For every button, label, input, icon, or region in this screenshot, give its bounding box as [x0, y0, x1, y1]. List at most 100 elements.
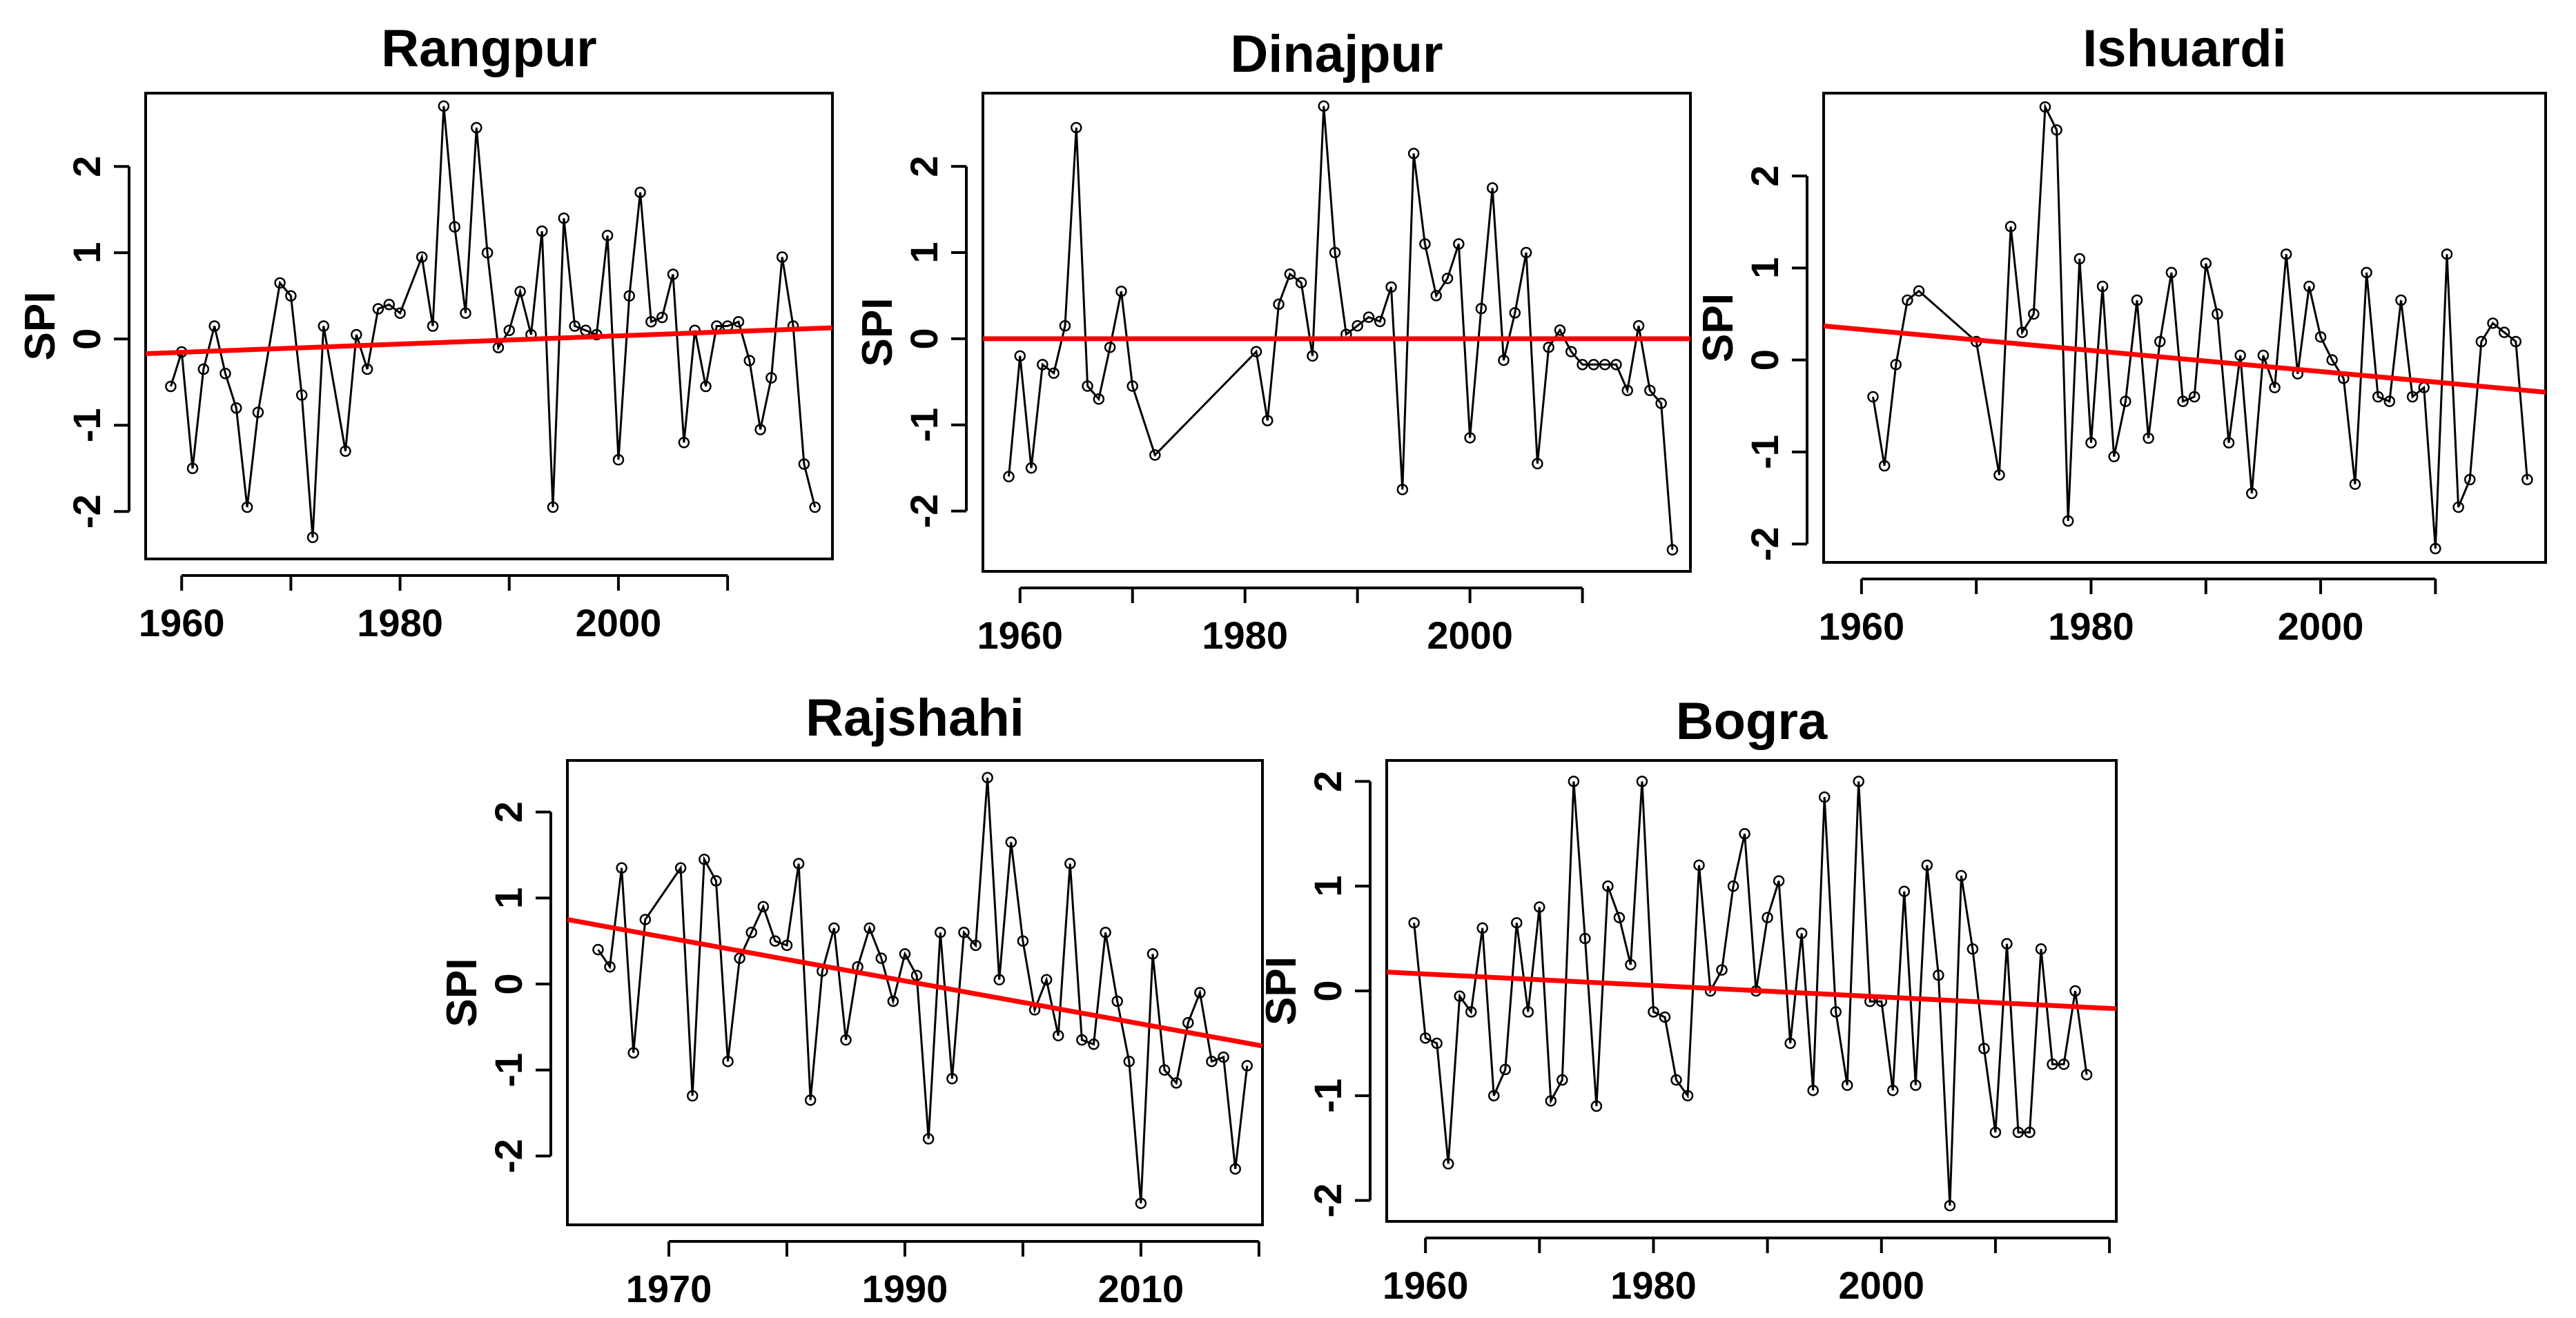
rangpur-x-tick-label: 2000 — [576, 601, 662, 645]
rangpur-data-point — [318, 320, 330, 332]
dinajpur-data-point — [1104, 342, 1116, 353]
bogra-data-point — [1534, 901, 1545, 913]
dinajpur-y-tick-label: 2 — [902, 156, 946, 177]
bogra-data-point — [1613, 912, 1626, 923]
rajshahi-data-point — [1229, 1163, 1241, 1175]
dinajpur-data-point — [1430, 290, 1442, 302]
ishuardi-data-point — [1902, 294, 1913, 306]
rajshahi-data-point — [734, 952, 745, 964]
rangpur-data-point — [295, 389, 308, 401]
dinajpur-y-tick-label: 1 — [902, 242, 946, 263]
rajshahi-data-point — [840, 1034, 852, 1046]
bogra-data-point — [1921, 859, 1933, 872]
ishuardi-data-point — [2475, 335, 2488, 348]
rajshahi-data-point — [1135, 1197, 1147, 1210]
bogra-data-point — [1465, 1006, 1477, 1018]
dinajpur-data-point — [1520, 246, 1532, 259]
bogra-data-point — [1955, 869, 1967, 882]
dinajpur-x-tick-label: 1960 — [977, 613, 1063, 657]
bogra-data-point — [1590, 1100, 1603, 1112]
rajshahi-x-tick-label: 1970 — [626, 1267, 712, 1310]
rangpur-x-tick-label: 1980 — [357, 601, 443, 645]
rangpur-data-point — [252, 406, 264, 418]
rangpur-data-point — [656, 311, 668, 324]
dinajpur-y-tick-label: -2 — [902, 494, 946, 529]
rajshahi-data-point — [757, 901, 770, 913]
rajshahi-data-point — [935, 927, 946, 938]
rajshahi-data-point — [627, 1047, 639, 1059]
ishuardi-data-point — [2257, 349, 2270, 362]
rajshahi-plot-frame — [566, 759, 1264, 1226]
bogra-data-point — [1910, 1079, 1922, 1091]
ishuardi-data-point — [2395, 294, 2407, 306]
rangpur-data-point — [569, 320, 580, 332]
dinajpur-data-point — [1307, 350, 1318, 362]
rajshahi-data-point — [1170, 1077, 1182, 1089]
dinajpur-data-point — [1048, 367, 1060, 380]
bogra-y-tick-label: 0 — [1306, 980, 1349, 1001]
bogra-data-point — [1568, 776, 1580, 787]
bogra-data-point — [1898, 885, 1911, 898]
ishuardi-data-point — [2246, 487, 2258, 500]
rangpur-data-point — [765, 372, 777, 384]
rajshahi-data-point — [616, 862, 627, 874]
dinajpur-data-point — [1464, 432, 1476, 444]
bogra-data-point — [1431, 1037, 1443, 1050]
bogra-data-point — [1670, 1074, 1682, 1086]
rajshahi-data-point — [1206, 1055, 1218, 1068]
rangpur-data-point — [776, 251, 788, 263]
rangpur-data-point — [809, 501, 821, 513]
bogra-data-point — [1716, 964, 1728, 976]
bogra-data-point — [1454, 990, 1465, 1002]
bogra-data-point — [1625, 958, 1637, 971]
rangpur-y-tick-label: -1 — [65, 408, 108, 442]
rajshahi-data-point — [863, 922, 875, 934]
rajshahi-data-point — [1017, 935, 1029, 947]
rangpur-data-point — [219, 368, 231, 380]
dinajpur-data-point — [1407, 148, 1420, 159]
bogra-data-point — [1989, 1126, 2002, 1139]
bogra-data-point — [1487, 1090, 1500, 1102]
bogra-data-point — [1841, 1079, 1853, 1091]
rajshahi-y-tick-label: 1 — [487, 887, 530, 909]
bogra-y-axis-label: SPI — [1258, 956, 1305, 1025]
dinajpur-data-point — [1318, 100, 1330, 112]
ishuardi-data-point — [2372, 391, 2384, 403]
rangpur-data-point — [231, 402, 242, 414]
rajshahi-data-point — [1064, 858, 1076, 869]
ishuardi-data-point — [2430, 542, 2441, 555]
bogra-data-point — [1602, 880, 1614, 892]
rajshahi-y-tick-label: 2 — [487, 801, 530, 823]
rajshahi-data-point — [604, 961, 616, 973]
rajshahi-title: Rajshahi — [806, 689, 1024, 747]
ishuardi-data-point — [2085, 437, 2097, 449]
ishuardi-x-tick-label: 1960 — [1819, 604, 1905, 648]
dinajpur-data-point — [1262, 415, 1274, 426]
bogra-data-point — [1978, 1043, 1990, 1054]
bogra-data-point — [1648, 1006, 1659, 1018]
dinajpur-data-point — [1284, 268, 1296, 280]
dinajpur-data-point — [1071, 121, 1082, 134]
bogra-data-point — [2058, 1059, 2070, 1070]
dinajpur-data-point — [1588, 359, 1600, 371]
rajshahi-data-point — [1052, 1030, 1064, 1042]
ishuardi-data-point — [2016, 326, 2028, 338]
ishuardi-data-point — [2521, 473, 2533, 486]
ishuardi-data-point — [2498, 326, 2510, 338]
ishuardi-data-point — [2096, 280, 2109, 293]
ishuardi-data-point — [2487, 317, 2499, 329]
rajshahi-data-point — [946, 1072, 958, 1085]
rajshahi-data-point — [792, 858, 805, 869]
dinajpur-spi-line — [1008, 106, 1674, 550]
ishuardi-data-point — [2349, 478, 2361, 490]
bogra-data-point — [2069, 985, 2081, 997]
ishuardi-data-point — [2463, 473, 2476, 486]
ishuardi-data-point — [2188, 391, 2201, 403]
rajshahi-data-point — [781, 939, 793, 952]
rajshahi-data-point — [982, 771, 993, 784]
dinajpur-data-point — [1374, 315, 1386, 328]
rajshahi-data-point — [958, 927, 970, 938]
dinajpur-data-point — [1441, 273, 1454, 284]
ishuardi-data-point — [1867, 391, 1879, 403]
rangpur-x-tick-label: 1960 — [139, 601, 225, 645]
